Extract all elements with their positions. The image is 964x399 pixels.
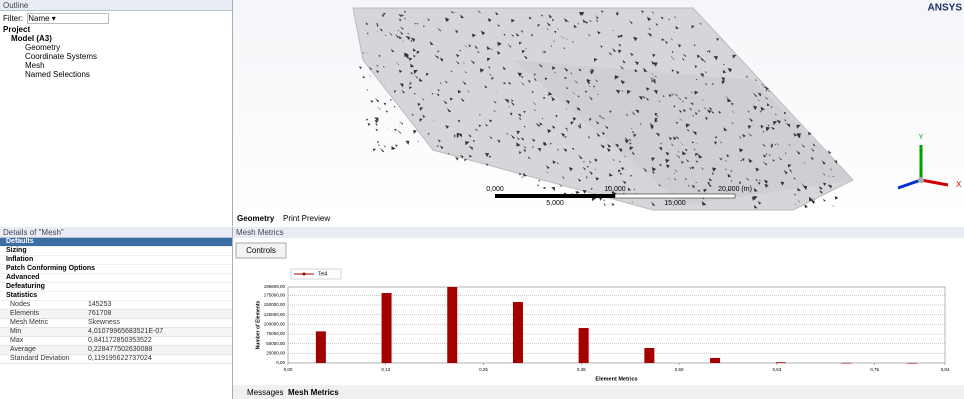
details-section[interactable]: Statistics (0, 292, 232, 301)
outline-header: Outline (0, 0, 232, 11)
details-key: Mesh Metric (0, 319, 88, 327)
x-axis-label: Element Metrics (595, 376, 637, 382)
scale-label: 15,000 (664, 200, 686, 207)
x-tick-label: 0,75 (870, 367, 879, 372)
y-tick-label: 196609,00 (264, 284, 286, 289)
tab-strip (233, 212, 964, 227)
view-tabs: Geometry Print Preview (233, 212, 964, 227)
tab[interactable]: Geometry (237, 214, 275, 223)
details-value: 4,01079965683521E-07 (88, 328, 163, 336)
bar (907, 363, 917, 364)
details-key: Elements (0, 310, 88, 318)
details-row: Max0,841172850353522 (0, 337, 232, 346)
details-value: 0,119195622737024 (88, 355, 152, 363)
tree-item[interactable]: Mesh (3, 61, 232, 70)
bar (579, 328, 589, 363)
legend-label: Tet4 (318, 271, 328, 277)
y-tick-label: 75000,00 (266, 331, 285, 336)
details-panel: Details of "Mesh" DefaultsSizingInflatio… (0, 227, 233, 399)
details-row: Mesh MetricSkewness (0, 319, 232, 328)
details-section[interactable]: Inflation (0, 256, 232, 265)
filter-dropdown[interactable]: Name ▾ (27, 13, 109, 24)
scale-label: 0,000 (486, 186, 504, 193)
details-key: Average (0, 346, 88, 354)
details-value: 0,841172850353522 (88, 337, 152, 345)
details-value: 145253 (88, 301, 111, 309)
viewport: ANSYS 0,000 5,000 10,000 15,000 20,000 (… (233, 0, 964, 227)
details-row: Average0,228477502630088 (0, 346, 232, 355)
tree-item[interactable]: Named Selections (3, 70, 232, 79)
details-row: Standard Deviation0,119195622737024 (0, 355, 232, 364)
bar (776, 362, 786, 363)
bar (710, 358, 720, 363)
triad-label: Y (919, 134, 924, 141)
tab[interactable]: Print Preview (283, 214, 330, 223)
tree-item[interactable]: Model (A3) (3, 34, 232, 43)
outline-panel: Outline Filter: Name ▾ Project Model (A3… (0, 0, 233, 226)
app-window: Outline Filter: Name ▾ Project Model (A3… (0, 0, 964, 399)
x-tick-label: 0,13 (381, 367, 390, 372)
y-axis-label: Number of Elements (255, 300, 261, 349)
details-value: 761708 (88, 310, 111, 318)
x-tick-label: 0,84 (941, 367, 950, 372)
bar (513, 302, 523, 363)
x-tick-label: 0,63 (772, 367, 781, 372)
tree: Project Model (A3) Geometry Coordinate S… (0, 25, 232, 79)
y-tick-label: 175000,00 (264, 293, 286, 298)
legend-marker (303, 273, 306, 276)
tab[interactable]: Messages (247, 388, 283, 397)
y-tick-label: 0,00 (276, 360, 285, 365)
y-tick-label: 25000,00 (266, 351, 285, 356)
filter-value: Name (28, 14, 49, 23)
y-tick-label: 100000,00 (264, 322, 286, 327)
tab[interactable]: Mesh Metrics (288, 388, 339, 397)
details-key: Standard Deviation (0, 355, 88, 363)
tree-item[interactable]: Project (3, 25, 232, 34)
mesh-metrics-panel: Mesh Metrics Controls Messages Mesh Metr… (233, 227, 964, 399)
triad-center (918, 177, 924, 183)
x-tick-label: 0,50 (675, 367, 684, 372)
details-key: Max (0, 337, 88, 345)
button-label: Controls (246, 246, 276, 255)
bar (316, 331, 326, 363)
x-tick-label: 0,25 (479, 367, 488, 372)
details-section[interactable]: Defeaturing (0, 283, 232, 292)
details-row: Elements761708 (0, 310, 232, 319)
scale-label: 20,000 (m) (718, 186, 752, 193)
filter-bar: Filter: Name ▾ (0, 11, 232, 25)
triad-label: X (956, 180, 962, 189)
details-key: Nodes (0, 301, 88, 309)
y-tick-label: 150000,00 (264, 302, 286, 307)
ansys-logo: ANSYS (928, 3, 963, 14)
panel-title: Mesh Metrics (236, 228, 284, 237)
details-section[interactable]: Defaults (0, 238, 232, 247)
scale-label: 5,000 (546, 200, 564, 207)
details-value: Skewness (88, 319, 120, 327)
scale-segment (495, 194, 615, 198)
bar (447, 287, 457, 363)
details-row: Nodes145253 (0, 301, 232, 310)
bottom-tabs (233, 385, 964, 399)
filter-label: Filter: (3, 14, 23, 23)
details-section[interactable]: Advanced (0, 274, 232, 283)
bar (644, 348, 654, 363)
details-section[interactable]: Patch Conforming Options (0, 265, 232, 274)
tree-item[interactable]: Geometry (3, 43, 232, 52)
scale-label: 10,000 (604, 186, 626, 193)
bar (382, 293, 392, 363)
details-key: Min (0, 328, 88, 336)
details-section[interactable]: Sizing (0, 247, 232, 256)
panel-header (233, 227, 964, 238)
y-tick-label: 50000,00 (266, 341, 285, 346)
tree-item[interactable]: Coordinate Systems (3, 52, 232, 61)
details-value: 0,228477502630088 (88, 346, 152, 354)
scale-segment (615, 194, 735, 198)
bar (841, 363, 851, 364)
details-row: Min4,01079965683521E-07 (0, 328, 232, 337)
x-tick-label: 0,38 (577, 367, 586, 372)
details-header: Details of "Mesh" (0, 227, 232, 238)
y-tick-label: 125000,00 (264, 312, 286, 317)
x-tick-label: 0,00 (284, 367, 293, 372)
